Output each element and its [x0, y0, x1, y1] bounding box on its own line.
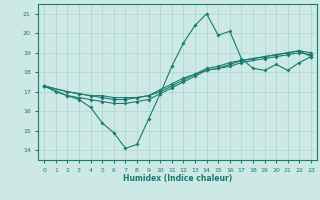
X-axis label: Humidex (Indice chaleur): Humidex (Indice chaleur)	[123, 174, 232, 183]
